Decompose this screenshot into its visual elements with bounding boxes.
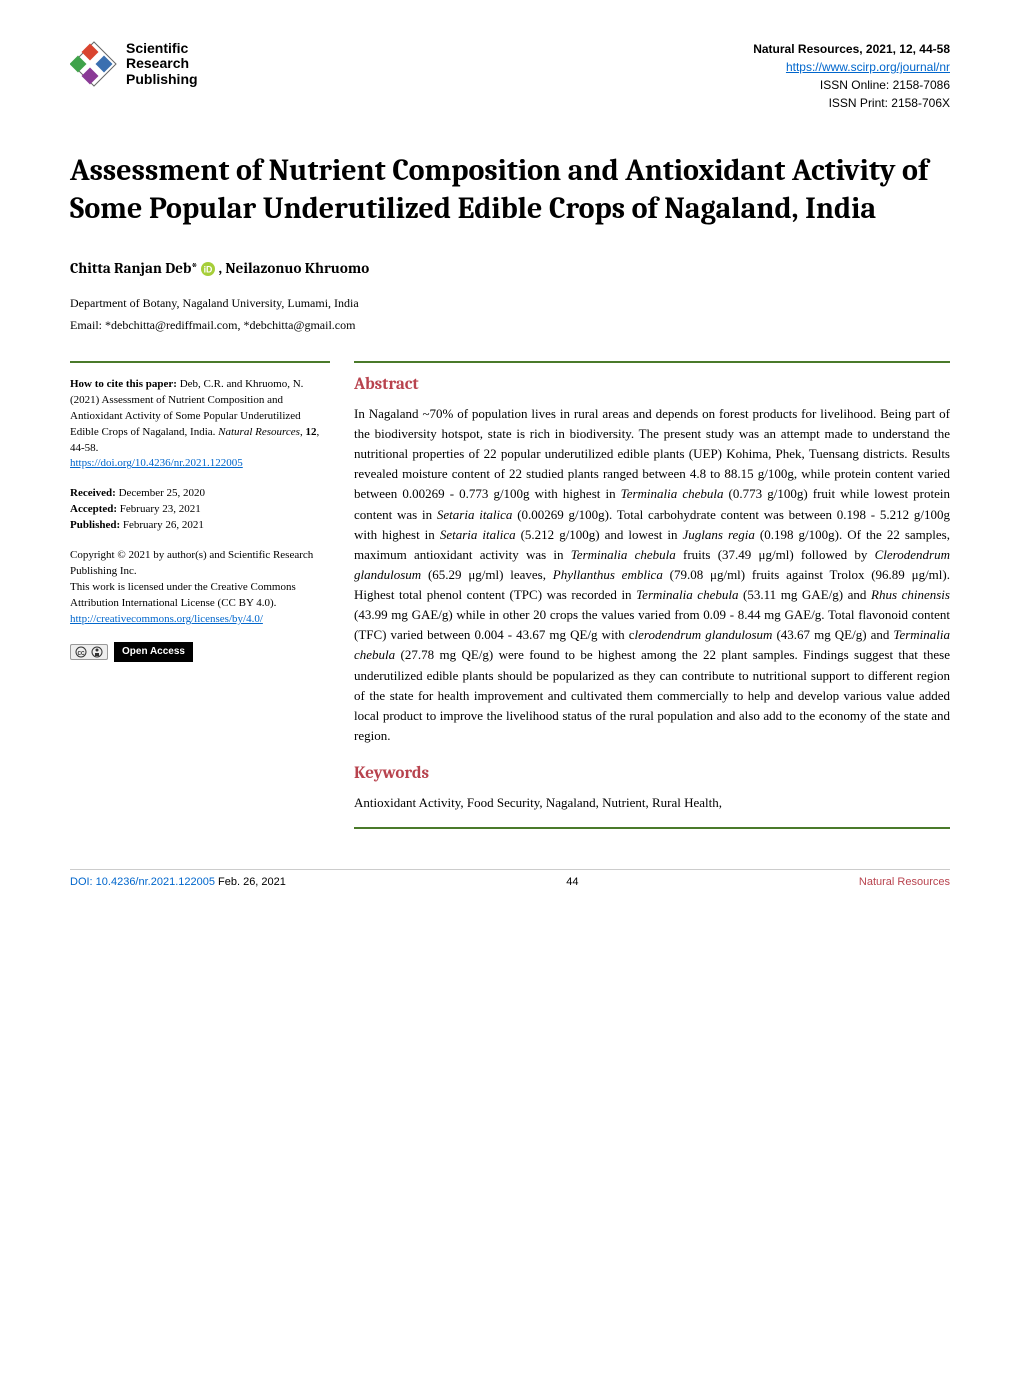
accepted-date: February 23, 2021	[117, 503, 201, 515]
cite-volume: 12	[305, 426, 316, 438]
main-column: Abstract In Nagaland ~70% of population …	[354, 361, 950, 829]
author-1: Chitta Ranjan Deb*	[70, 259, 198, 277]
svg-text:cc: cc	[78, 650, 86, 657]
license-badges: cc Open Access	[70, 642, 330, 663]
issn-print: ISSN Print: 2158-706X	[753, 94, 950, 112]
paper-title: Assessment of Nutrient Composition and A…	[70, 152, 950, 227]
two-column-layout: How to cite this paper: Deb, C.R. and Kh…	[70, 361, 950, 829]
copyright-block: Copyright © 2021 by author(s) and Scient…	[70, 548, 330, 628]
section-rule	[354, 827, 950, 829]
accepted-label: Accepted:	[70, 503, 117, 515]
abstract-heading: Abstract	[354, 375, 950, 394]
svg-text:iD: iD	[204, 265, 213, 275]
publisher-logo: Scientific Research Publishing	[70, 40, 198, 88]
logo-line: Scientific	[126, 41, 198, 56]
cc-link[interactable]: http://creativecommons.org/licenses/by/4…	[70, 613, 263, 625]
journal-meta: Natural Resources, 2021, 12, 44-58 https…	[753, 40, 950, 112]
page-footer: DOI: 10.4236/nr.2021.122005 Feb. 26, 202…	[70, 869, 950, 888]
footer-page: 44	[566, 876, 578, 888]
journal-url-link[interactable]: https://www.scirp.org/journal/nr	[786, 60, 950, 74]
corresponding-email: Email: *debchitta@rediffmail.com, *debch…	[70, 318, 950, 333]
published-label: Published:	[70, 519, 120, 531]
dates-block: Received: December 25, 2020 Accepted: Fe…	[70, 486, 330, 534]
open-access-badge: Open Access	[114, 642, 193, 663]
footer-doi[interactable]: DOI: 10.4236/nr.2021.122005	[70, 876, 215, 888]
orcid-icon[interactable]: iD	[201, 262, 215, 276]
left-sidebar: How to cite this paper: Deb, C.R. and Kh…	[70, 361, 330, 829]
cite-journal: Natural Resources	[218, 426, 300, 438]
footer-date: Feb. 26, 2021	[215, 876, 286, 888]
by-icon	[91, 646, 103, 658]
journal-title-line: Natural Resources, 2021, 12, 44-58	[753, 40, 950, 58]
doi-link[interactable]: https://doi.org/10.4236/nr.2021.122005	[70, 457, 243, 469]
keywords-body: Antioxidant Activity, Food Security, Nag…	[354, 793, 950, 813]
cite-label: How to cite this paper:	[70, 378, 177, 390]
scirp-logo-icon	[70, 40, 118, 88]
logo-line: Research	[126, 56, 198, 71]
footer-journal: Natural Resources	[859, 876, 950, 888]
logo-line: Publishing	[126, 72, 198, 87]
cc-badge: cc	[70, 644, 108, 660]
abstract-body: In Nagaland ~70% of population lives in …	[354, 404, 950, 746]
published-date: February 26, 2021	[120, 519, 204, 531]
received-label: Received:	[70, 487, 116, 499]
issn-online: ISSN Online: 2158-7086	[753, 76, 950, 94]
license-line: This work is licensed under the Creative…	[70, 581, 296, 609]
keywords-heading: Keywords	[354, 764, 950, 783]
header-row: Scientific Research Publishing Natural R…	[70, 40, 950, 112]
copyright-line: Copyright © 2021 by author(s) and Scient…	[70, 549, 313, 577]
received-date: December 25, 2020	[116, 487, 205, 499]
author-2: , Neilazonuo Khruomo	[219, 259, 370, 277]
citation-block: How to cite this paper: Deb, C.R. and Kh…	[70, 377, 330, 473]
footer-left: DOI: 10.4236/nr.2021.122005 Feb. 26, 202…	[70, 876, 286, 888]
publisher-name: Scientific Research Publishing	[126, 41, 198, 87]
affiliation: Department of Botany, Nagaland Universit…	[70, 295, 950, 312]
cc-icon: cc	[75, 646, 87, 658]
authors: Chitta Ranjan Deb* iD , Neilazonuo Khruo…	[70, 259, 950, 277]
